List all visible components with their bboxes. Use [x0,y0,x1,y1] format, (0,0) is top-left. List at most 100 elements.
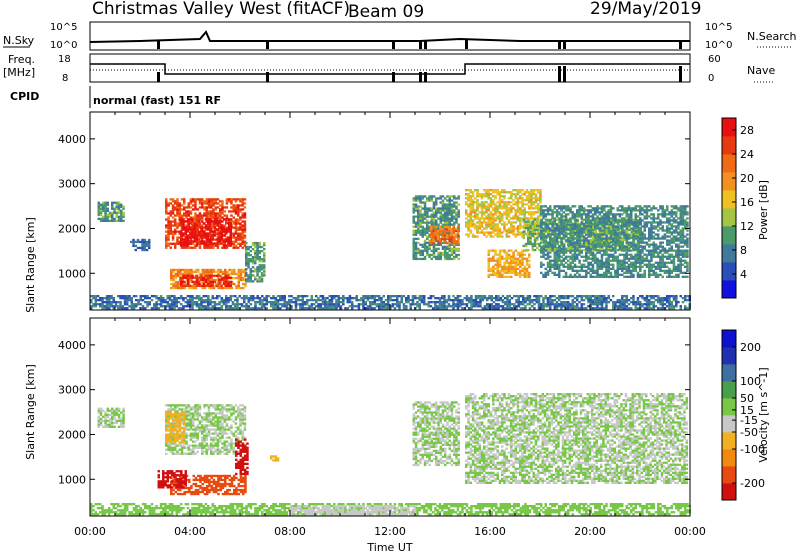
power-cell [479,205,482,207]
power-cell [207,279,210,281]
power-cell [673,237,676,239]
power-cell [207,240,210,242]
power-cell [547,211,550,213]
power-cell [261,274,264,276]
power-cell [563,233,566,235]
power-cell [188,204,191,206]
power-cell [653,254,656,256]
power-cell [682,207,685,209]
power-cell [124,295,127,297]
power-cell [470,221,473,223]
power-cell [424,203,427,205]
power-cell [172,271,175,273]
power-cell [174,247,177,249]
power-cell [605,262,608,264]
power-cell [442,254,445,256]
power-cell [574,264,577,266]
power-cell [612,223,615,225]
power-cell [182,285,185,287]
power-cell [677,207,680,209]
power-cell [252,248,255,250]
power-cell [662,270,665,272]
power-cell [601,276,604,278]
power-cell [440,256,443,258]
power-cell [419,218,422,220]
power-cell [213,269,216,271]
power-cell [614,235,617,237]
power-cell [590,254,593,256]
power-cell [599,229,602,231]
power-cell [569,258,572,260]
power-cell [512,254,515,256]
power-cell [567,250,570,252]
power-cell [574,225,577,227]
power-cell [603,225,606,227]
power-cell [424,211,427,213]
power-cell [572,244,575,246]
power-cell [628,233,631,235]
power-cell [657,262,660,264]
power-cell [515,266,518,268]
power-cell [118,218,121,220]
power-cell [673,276,676,278]
power-cell [115,301,118,303]
power-cell [172,216,175,218]
power-cell [254,270,257,272]
power-cell [235,210,238,212]
power-cell [639,270,642,272]
power-cell [467,205,470,207]
power-cell [510,197,513,199]
power-cell [668,276,671,278]
power-cell [259,246,262,248]
power-cell [417,211,420,213]
power-cell [671,260,674,262]
power-cell [655,252,658,254]
power-cell [565,215,568,217]
power-cell [488,250,491,252]
power-cell [666,207,669,209]
power-cell [233,206,236,208]
power-cell [576,213,579,215]
power-cell [185,226,188,228]
power-cell [551,215,554,217]
power-cell [198,242,201,244]
power-cell [417,205,420,207]
power-cell [95,303,98,305]
power-cell [662,235,665,237]
power-cell [437,211,440,213]
power-cell [680,215,683,217]
power-cell [233,208,236,210]
power-cell [619,239,622,241]
power-cell [587,268,590,270]
power-cell [510,260,513,262]
power-cell [614,270,617,272]
power-cell [239,243,242,245]
power-cell [104,210,107,212]
power-cell [558,264,561,266]
power-cell [175,287,178,289]
power-cell [623,256,626,258]
power-cell [569,276,572,278]
power-cell [101,305,104,307]
power-cell [207,234,210,236]
power-cell [433,252,436,254]
power-cell [177,283,180,285]
power-cell [583,209,586,211]
power-cell [449,199,452,201]
power-cell [594,260,597,262]
power-cell [508,201,511,203]
power-cell [621,274,624,276]
power-cell [515,195,518,197]
power-cell [686,237,689,239]
power-cell [215,212,218,214]
power-cell [506,211,509,213]
power-cell [585,221,588,223]
power-cell [671,215,674,217]
power-cell [140,297,143,299]
power-cell [479,203,482,205]
power-cell [499,191,502,193]
power-cell [623,233,626,235]
power-cell [208,212,211,214]
power-cell [576,209,579,211]
power-cell [646,215,649,217]
